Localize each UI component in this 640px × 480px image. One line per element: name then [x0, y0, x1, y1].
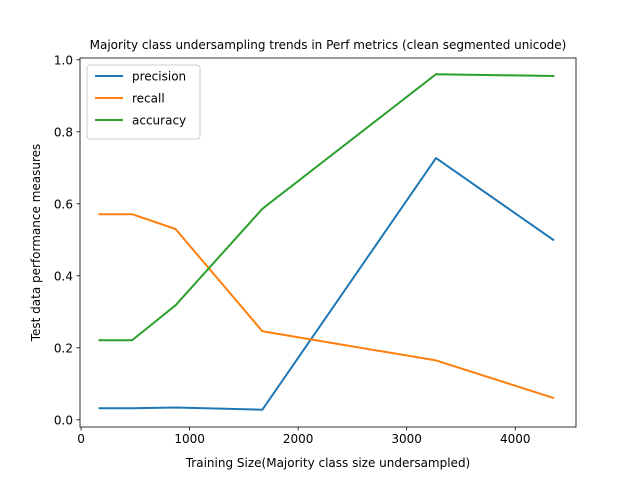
- legend-label-recall: recall: [132, 92, 165, 106]
- chart-title: Majority class undersampling trends in P…: [90, 38, 567, 52]
- series-line-recall: [98, 213, 555, 400]
- y-tick-label: 1.0: [54, 53, 73, 67]
- series-line-accuracy: [98, 73, 555, 342]
- x-tick-label: 3000: [391, 432, 422, 446]
- series-line-precision: [98, 157, 555, 411]
- y-tick-label: 0.0: [54, 413, 73, 427]
- y-tick-label: 0.8: [54, 125, 73, 139]
- x-tick-label: 0: [77, 432, 85, 446]
- y-axis-label: Test data performance measures: [29, 144, 43, 343]
- legend-label-accuracy: accuracy: [132, 114, 186, 128]
- x-axis-ticks: 0 1000 2000 3000 4000: [77, 427, 530, 446]
- y-axis-ticks: 0.0 0.2 0.4 0.6 0.8 1.0: [54, 53, 80, 427]
- x-axis-label: Training Size(Majority class size unders…: [185, 456, 471, 470]
- y-tick-label: 0.2: [54, 341, 73, 355]
- legend-label-precision: precision: [132, 70, 186, 84]
- x-tick-label: 2000: [283, 432, 314, 446]
- legend: precision recall accuracy: [86, 64, 201, 140]
- axes-frame: [79, 57, 577, 428]
- y-tick-label: 0.6: [54, 197, 73, 211]
- y-tick-label: 0.4: [54, 269, 73, 283]
- x-tick-label: 4000: [500, 432, 531, 446]
- x-tick-label: 1000: [174, 432, 205, 446]
- series-lines: [98, 73, 555, 411]
